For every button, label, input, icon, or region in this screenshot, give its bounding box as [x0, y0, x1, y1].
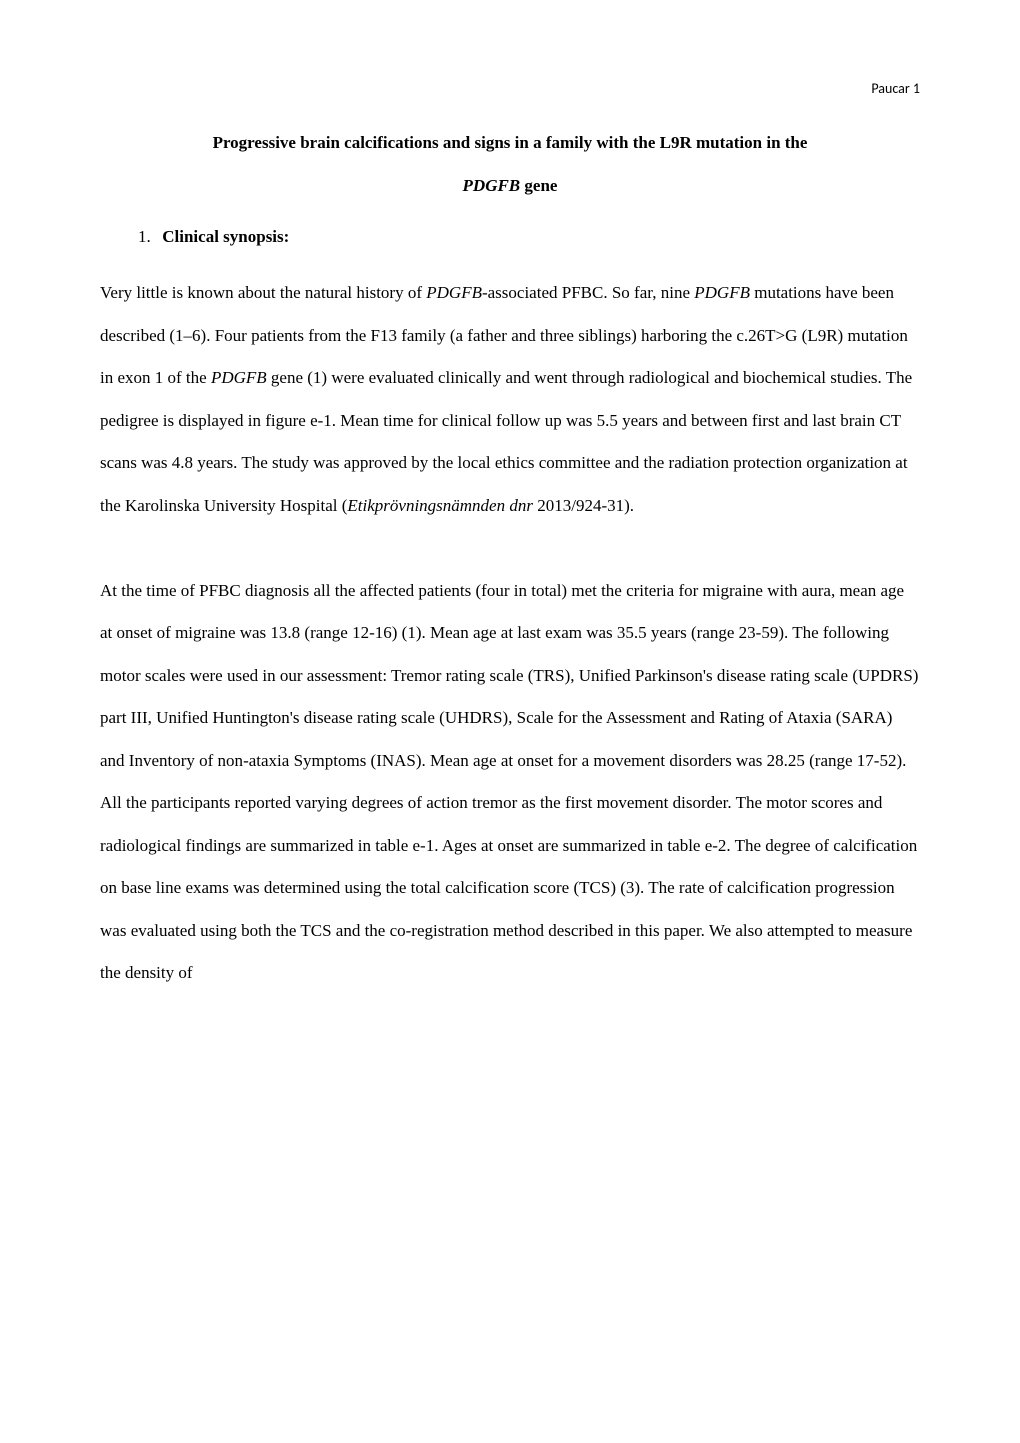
running-head-text: Paucar 1	[871, 80, 920, 97]
p2-text2: ataxia Symptoms (INAS). Mean age at onse…	[100, 751, 917, 983]
title-line1: Progressive brain calcifications and sig…	[213, 133, 808, 152]
document-title: Progressive brain calcifications and sig…	[100, 122, 920, 207]
title-line2-suffix: gene	[520, 176, 557, 195]
p1-text5: 2013/924-31).	[533, 496, 634, 515]
p1-text: Very little is known about the natural h…	[100, 283, 426, 302]
section-heading-text: Clinical synopsis:	[162, 227, 289, 246]
title-gene-name: PDGFB	[463, 176, 521, 195]
running-header: Paucar 1	[100, 80, 920, 97]
p1-text4: gene (1) were evaluated clinically and w…	[100, 368, 912, 515]
p1-ethics: Etikprövningsnämnden dnr	[347, 496, 533, 515]
section-number: 1.	[138, 227, 158, 247]
p1-gene2: PDGFB	[694, 283, 750, 302]
p1-gene3: PDGFB	[211, 368, 267, 387]
paragraph-1: Very little is known about the natural h…	[100, 272, 920, 527]
p2-text1: At the time of PFBC diagnosis all the af…	[100, 581, 918, 770]
p1-gene1: PDGFB	[426, 283, 482, 302]
p1-text2: -associated PFBC. So far, nine	[482, 283, 694, 302]
paragraph-2: At the time of PFBC diagnosis all the af…	[100, 570, 920, 995]
section-heading: 1. Clinical synopsis:	[100, 227, 920, 247]
body-content: Very little is known about the natural h…	[100, 272, 920, 995]
